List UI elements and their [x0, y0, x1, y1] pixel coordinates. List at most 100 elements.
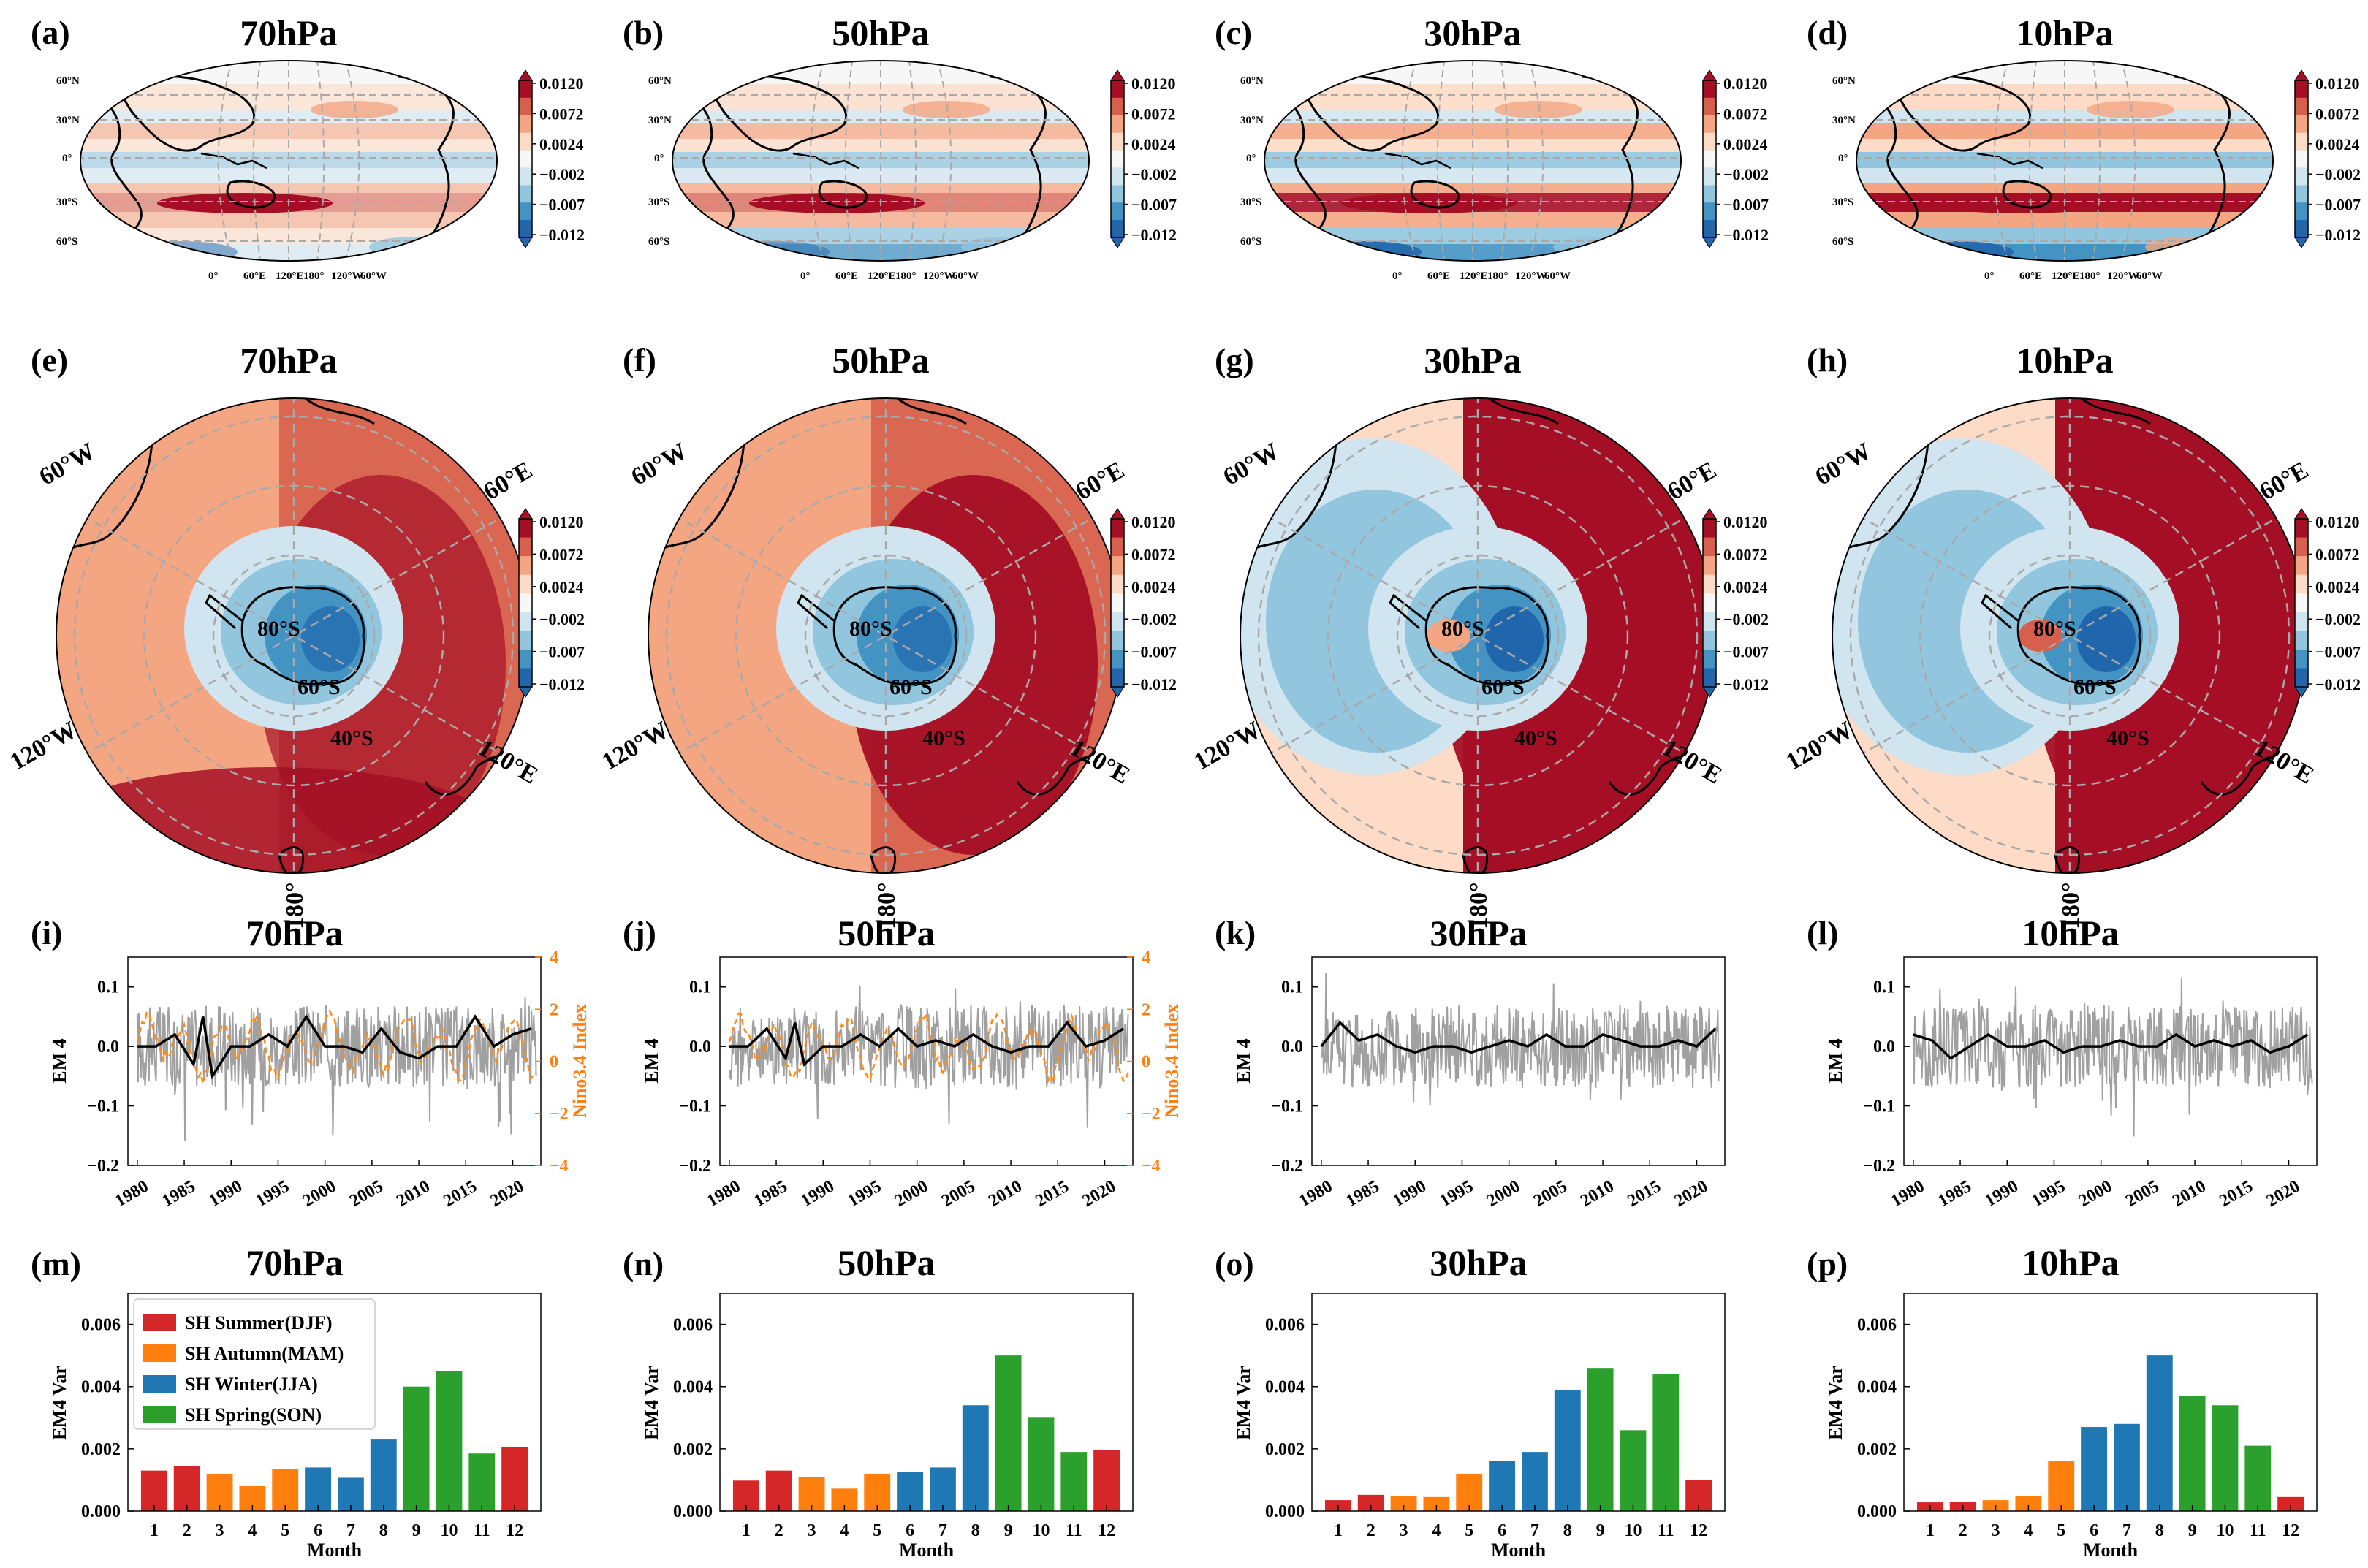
- polar-gridline-lon: [1857, 514, 2282, 758]
- xtick-label: 12: [2282, 1521, 2299, 1540]
- xtick-label: 2005: [1530, 1177, 1571, 1211]
- panel-label: (n): [623, 1245, 664, 1282]
- colorbar-top-arrow: [2294, 69, 2309, 81]
- colorbar-segment: [519, 167, 532, 186]
- ytick-label: 0.006: [1857, 1316, 1897, 1335]
- timeseries-panel: (j) 50hPa 0.1 0.0 −0.1 −0.2 EM 4 1980 1985 1990 19…: [623, 913, 1183, 1211]
- polar-lon-label: 60°W: [1219, 438, 1284, 491]
- colorbar-segment: [1111, 574, 1124, 594]
- coastline-eurasia: [711, 75, 848, 152]
- colorbar-segment: [1703, 556, 1716, 576]
- colorbar: 0.0120 0.0072 0.0024 −0.002 −0.007 −0.012: [1702, 69, 1769, 248]
- map-gridline-lon: [1993, 61, 2009, 261]
- colorbar-segment: [2295, 593, 2308, 613]
- colorbar-tick-label: −0.002: [1131, 610, 1177, 628]
- colorbar-segment: [2295, 556, 2308, 576]
- y-axis-label: EM4 Var: [49, 1366, 70, 1440]
- colorbar-segment: [519, 80, 532, 99]
- map-gridline-lon: [2120, 61, 2136, 261]
- polar-gridline-lat: [1988, 554, 2152, 718]
- nino-index-line: [728, 1011, 1129, 1084]
- ytick-label: 0.004: [1857, 1378, 1897, 1397]
- xtick-label: 1985: [1935, 1177, 1975, 1211]
- legend-swatch: [143, 1375, 176, 1393]
- polar-field: [1240, 398, 1715, 873]
- right-ytick-label: 0: [550, 1053, 558, 1072]
- colorbar-tick-label: −0.002: [539, 165, 585, 183]
- panel-label: (j): [623, 914, 656, 951]
- right-y-axis-label: Nino3.4 Index: [1161, 1004, 1183, 1118]
- panel-label: (b): [623, 14, 664, 51]
- colorbar-segment: [519, 593, 532, 613]
- map-lon-label: 180°: [2079, 270, 2101, 282]
- map-lat-label: 60°S: [648, 236, 669, 248]
- xtick-label: 1990: [205, 1177, 246, 1211]
- panel-title: 70hPa: [240, 12, 337, 53]
- colorbar-tick-label: 0.0072: [2315, 104, 2360, 123]
- panel-label: (o): [1215, 1245, 1254, 1282]
- field-band: [672, 152, 1089, 168]
- global-map-field: [1264, 61, 1681, 261]
- colorbar-segment: [2295, 167, 2308, 186]
- colorbar-tick-label: 0.0072: [1131, 545, 1176, 563]
- xtick-label: 11: [474, 1521, 490, 1540]
- colorbar-segment: [1111, 649, 1124, 669]
- panel-label: (e): [31, 341, 68, 378]
- map-gridline-lon: [344, 61, 360, 261]
- field-band: [1856, 152, 2273, 168]
- map-frame: [1856, 60, 2274, 262]
- colorbar-tick-label: 0.0120: [2315, 513, 2360, 531]
- ytick-label: 0.002: [673, 1440, 713, 1459]
- colorbar-tick-label: 0.0072: [539, 545, 584, 563]
- colorbar-segment: [2295, 668, 2308, 688]
- colorbar-segment: [519, 574, 532, 594]
- bar: [2179, 1396, 2206, 1511]
- xtick-label: 9: [1004, 1521, 1013, 1540]
- xtick-label: 1980: [1296, 1177, 1336, 1211]
- field-band: [1264, 212, 1681, 228]
- ytick-label: 0.000: [673, 1502, 713, 1521]
- polar-field: [648, 398, 1123, 873]
- legend-frame: [133, 1298, 376, 1430]
- legend: SH Summer(DJF) SH Autumn(MAM) SH Winter(JJ…: [133, 1298, 376, 1430]
- xtick-label: 2010: [393, 1177, 433, 1211]
- colorbar-tick-label: 0.0024: [1723, 135, 1768, 153]
- field-anomaly: [157, 193, 333, 213]
- coastline-australia: [2002, 180, 2052, 209]
- polar-lat-label: 40°S: [2106, 726, 2149, 750]
- colorbar-segment: [519, 150, 532, 168]
- colorbar-frame: [518, 80, 533, 238]
- xtick-label: 8: [2155, 1521, 2164, 1540]
- map-lon-label: 120°E: [1460, 270, 1488, 282]
- panel-title: 70hPa: [246, 913, 343, 954]
- panel-title: 30hPa: [1430, 1242, 1527, 1283]
- polar-lon-label: 120°W: [1782, 717, 1858, 776]
- plot-frame: [127, 956, 542, 1166]
- colorbar-segment: [1703, 80, 1716, 99]
- colorbar-segment: [2295, 132, 2308, 151]
- y-axis-label: EM 4: [1233, 1038, 1254, 1083]
- map-lat-label: 60°N: [1240, 75, 1264, 87]
- colorbar-segment: [1703, 537, 1716, 557]
- ytick-label: 0.0: [1281, 1038, 1303, 1057]
- coastline-new-zealand: [278, 846, 305, 873]
- polar-gridline-lat: [1396, 554, 1560, 718]
- polar-gridline-lat: [804, 554, 968, 718]
- global-map: 60°N 30°N 0° 30°S 60°S 0° 60°E 120°E 180° 120°W60…: [1832, 60, 2274, 282]
- colorbar-segment: [519, 519, 532, 538]
- xtick-label: 2: [775, 1521, 783, 1540]
- panel-title: 70hPa: [246, 1242, 343, 1283]
- polar-field: [56, 398, 531, 873]
- xtick-label: 1: [1334, 1521, 1343, 1540]
- coastline-africa: [1881, 101, 1919, 235]
- y-axis-label: EM4 Var: [1233, 1366, 1254, 1440]
- panel-title: 10hPa: [2016, 12, 2113, 53]
- colorbar-segment: [1111, 150, 1124, 168]
- global-map-field: [672, 61, 1089, 261]
- xtick-label: 3: [1400, 1521, 1408, 1540]
- colorbar: 0.0120 0.0072 0.0024 −0.002 −0.007 −0.012: [1110, 69, 1177, 248]
- colorbar-tick-label: −0.012: [2315, 226, 2361, 244]
- colorbar-segment: [1703, 132, 1716, 151]
- map-lon-label: 120°W: [1515, 270, 1547, 282]
